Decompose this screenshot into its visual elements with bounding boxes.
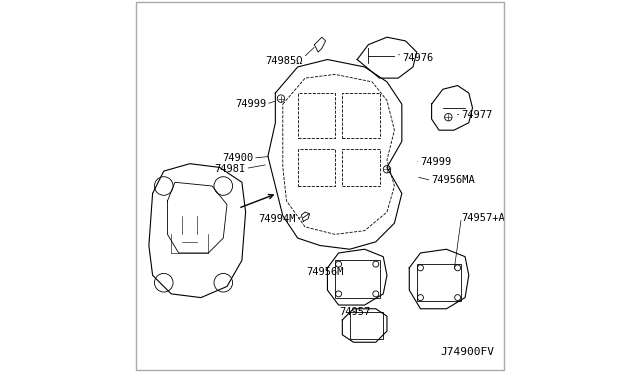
Bar bbox=[298, 149, 335, 186]
Text: 74957+A: 74957+A bbox=[461, 213, 505, 222]
Bar bbox=[298, 93, 335, 138]
Text: 74977: 74977 bbox=[461, 110, 493, 120]
Text: 74999: 74999 bbox=[420, 157, 452, 167]
Bar bbox=[342, 149, 380, 186]
Bar bbox=[349, 312, 383, 339]
Text: 74957: 74957 bbox=[339, 308, 370, 317]
Text: 74956MA: 74956MA bbox=[431, 176, 476, 185]
Bar bbox=[342, 93, 380, 138]
Text: 74999: 74999 bbox=[235, 99, 266, 109]
Text: 74994M: 74994M bbox=[259, 215, 296, 224]
Text: J74900FV: J74900FV bbox=[441, 347, 495, 357]
Text: 74956M: 74956M bbox=[307, 267, 344, 276]
Text: 74985Ω: 74985Ω bbox=[266, 57, 303, 66]
Bar bbox=[335, 260, 380, 298]
Text: 74976: 74976 bbox=[402, 53, 433, 62]
Text: 74900: 74900 bbox=[222, 153, 253, 163]
Bar bbox=[417, 264, 461, 301]
Text: 7498I: 7498I bbox=[214, 164, 246, 174]
